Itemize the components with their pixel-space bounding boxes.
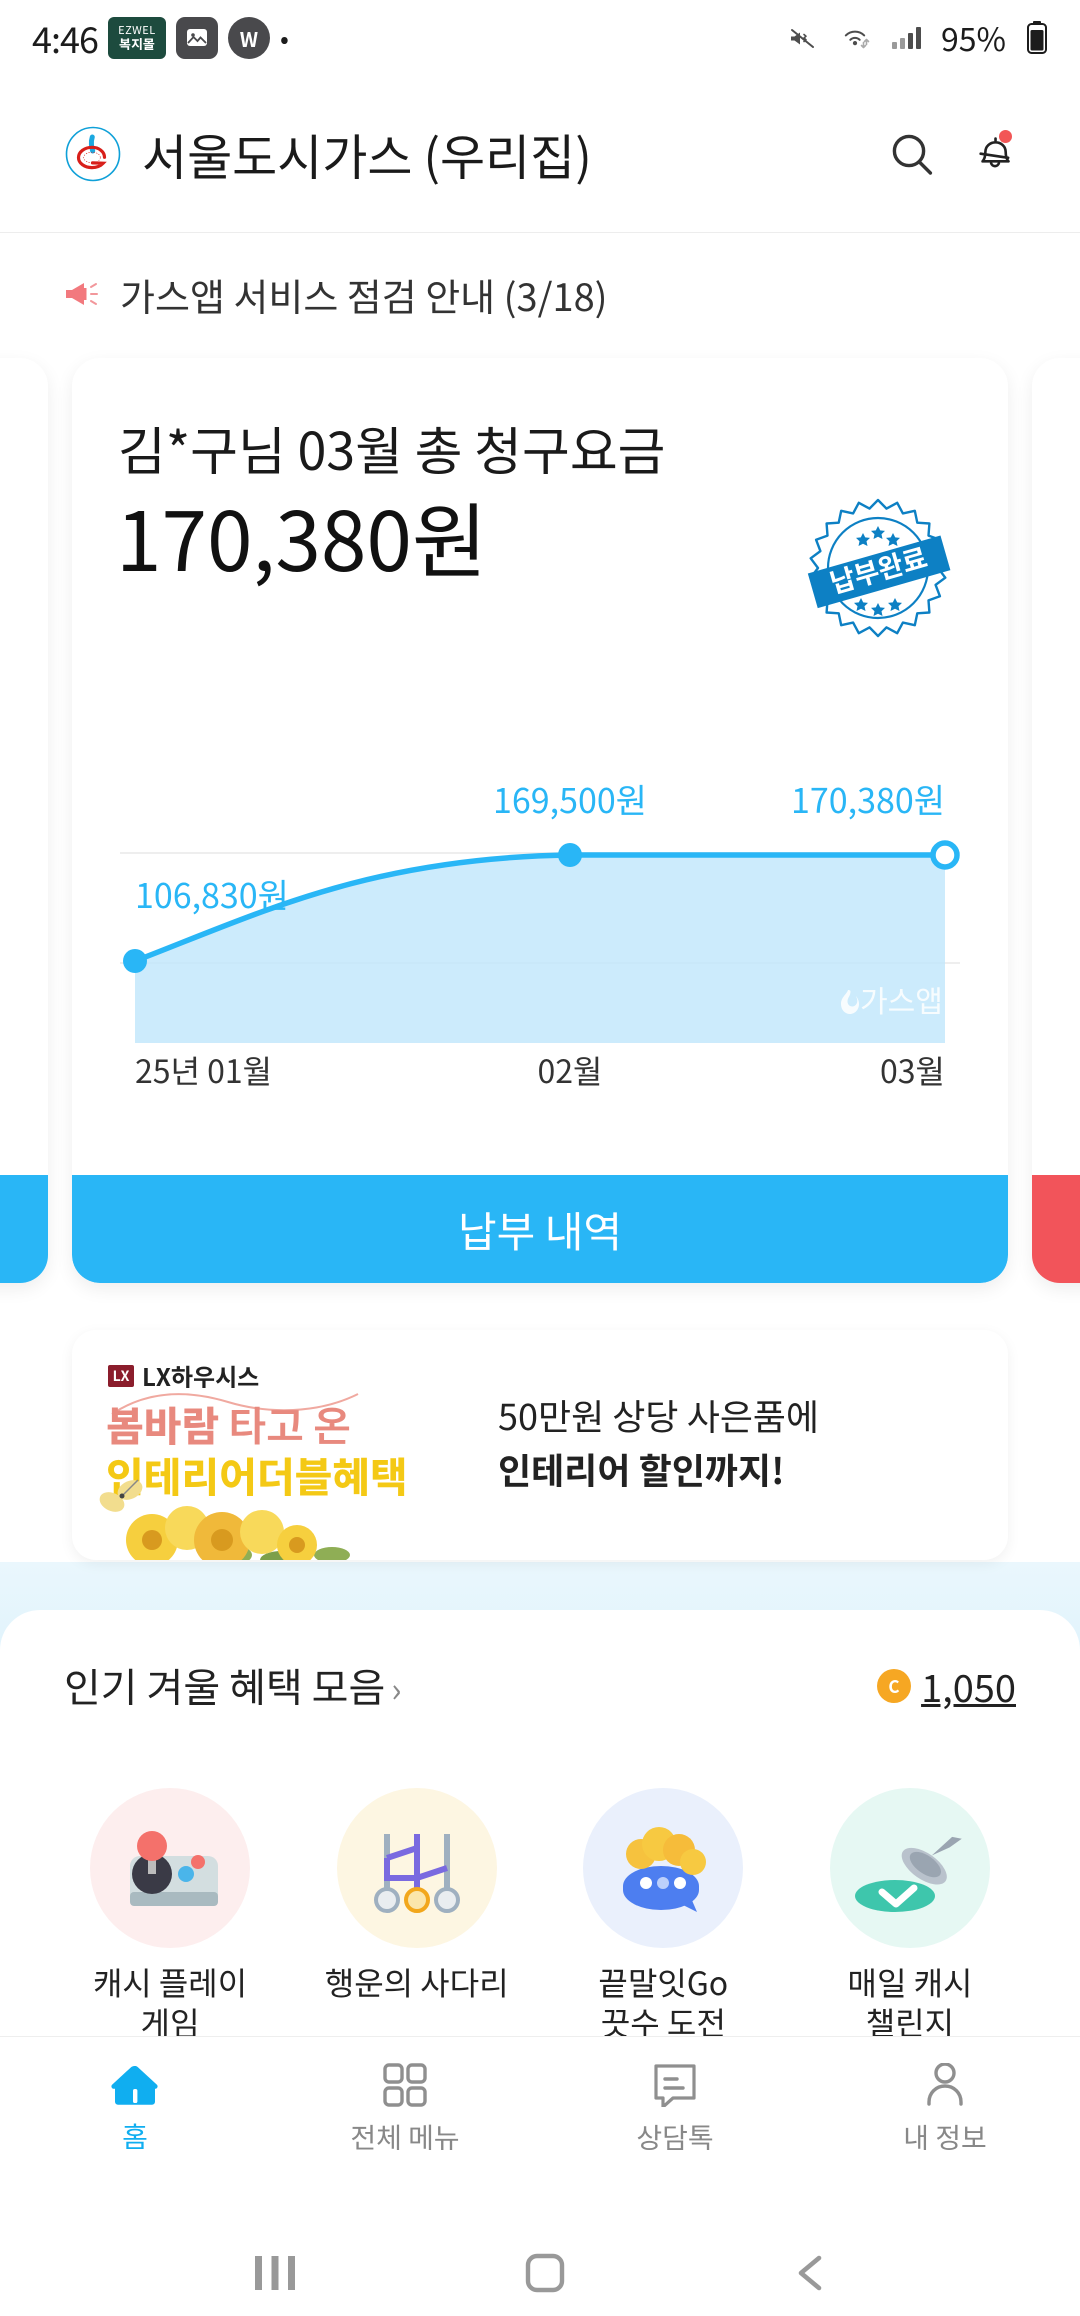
svg-text:170,380원: 170,380원 xyxy=(791,774,945,823)
svg-text:106,830원: 106,830원 xyxy=(135,869,289,918)
svg-text:가스앱: 가스앱 xyxy=(860,977,943,1021)
svg-text:03월: 03월 xyxy=(880,1047,945,1088)
svg-text:25년 01월: 25년 01월 xyxy=(135,1047,272,1088)
svg-text:169,500원: 169,500원 xyxy=(493,774,647,823)
svg-text:C: C xyxy=(888,1673,899,1698)
svg-text:납부완료: 납부완료 xyxy=(825,536,931,601)
svg-text:02월: 02월 xyxy=(538,1047,603,1088)
